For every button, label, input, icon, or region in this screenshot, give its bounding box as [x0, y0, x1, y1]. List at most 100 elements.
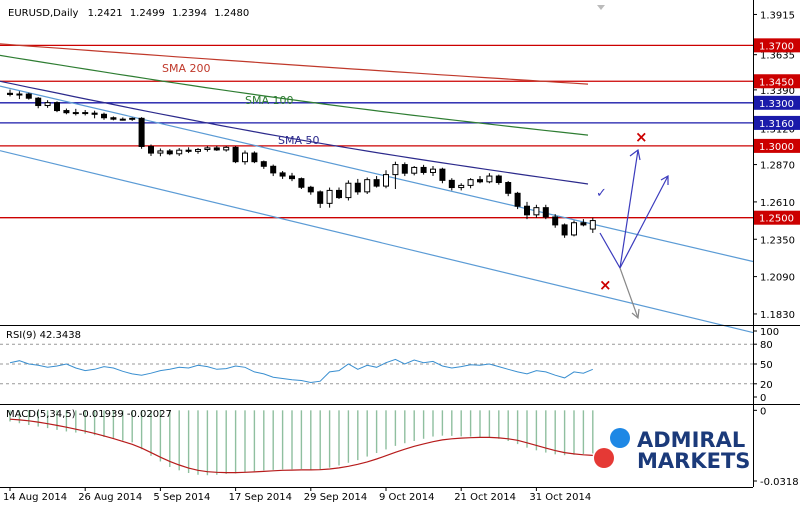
macd-label: MACD(5,34,5) -0.01939 -0.02027: [6, 409, 172, 420]
logo-blue-dot: [610, 428, 630, 448]
time-tick-label: 31 Oct 2014: [529, 492, 591, 503]
candle-bear: [91, 112, 98, 115]
trend-channel: [0, 85, 754, 334]
level-tag: [754, 115, 800, 130]
candle-bull: [72, 112, 79, 115]
level-tag-label: 1.3300: [759, 99, 794, 110]
rsi-ticks: 100 80 50 20 0: [753, 327, 779, 404]
candle-bear: [260, 161, 267, 167]
candle-bear: [524, 205, 530, 216]
bull-arrow-2-head: [660, 174, 669, 185]
price-tick-label: 1.1830: [760, 310, 795, 321]
candle-bear: [317, 191, 324, 204]
candle-bear: [270, 165, 277, 174]
level-tag: [754, 74, 800, 89]
candle-bear: [542, 207, 549, 218]
admiral-markets-logo: ADMIRAL MARKETS: [594, 428, 750, 473]
candle-bear: [82, 112, 89, 115]
candle-bear: [561, 224, 568, 236]
candle-bull: [204, 147, 211, 150]
candle-bear: [35, 97, 42, 107]
candle-bull: [195, 148, 201, 152]
candle-bear: [439, 168, 446, 181]
candle-bear: [185, 149, 192, 152]
price-panel: SMA 200 SMA 100 SMA 50 ✓ × × EURUSD,Daily …: [0, 5, 754, 334]
candle-bear: [289, 175, 295, 180]
price-tick-label: 1.3390: [760, 86, 795, 97]
rsi-label: RSI(9) 42.3438: [6, 330, 81, 341]
candle-bear: [495, 175, 502, 184]
time-tick-label: 9 Oct 2014: [379, 492, 434, 503]
chart-header: EURUSD,Daily 1.2421 1.2499 1.2394 1.2480: [8, 8, 249, 19]
candle-bull: [364, 179, 371, 193]
candle-bull: [392, 164, 399, 176]
rsi-line: [9, 358, 593, 384]
rsi-panel: RSI(9) 42.3438: [0, 325, 800, 385]
candle-bull: [157, 150, 164, 154]
candle-bear: [213, 147, 220, 151]
scroll-marker-icon[interactable]: [597, 5, 605, 10]
candle-bear: [298, 178, 305, 188]
candle-bear: [580, 222, 587, 226]
candle-bear: [448, 179, 455, 189]
bull-arrow-2: [619, 175, 669, 269]
rsi-tick-label: 80: [760, 340, 773, 351]
price-tick-label: 1.2350: [760, 235, 795, 246]
candle-bull: [345, 182, 352, 199]
candle-bull: [571, 222, 577, 236]
candle-bear: [251, 152, 258, 163]
rsi-tick-label: 50: [760, 360, 773, 371]
bear-arrow: [619, 267, 639, 319]
rsi-tick-label: 100: [760, 327, 779, 338]
candle-bear: [420, 166, 427, 173]
candle-bear: [232, 146, 239, 163]
macd-panel: MACD(5,34,5) -0.01939 -0.02027 ADMIRAL M…: [0, 404, 800, 476]
macd-tick-label: 0: [760, 406, 766, 417]
moving-averages: SMA 200 SMA 100 SMA 50: [0, 43, 589, 185]
level-tag: [754, 210, 800, 225]
candle-bull: [458, 184, 465, 189]
candle-bear: [7, 92, 13, 95]
price-tick-label: 1.3120: [760, 125, 795, 136]
logo-red-dot: [594, 448, 614, 468]
candle-bull: [467, 179, 474, 186]
channel-lower-line: [0, 150, 754, 334]
candle-bull: [129, 117, 136, 120]
time-tick-label: 5 Sep 2014: [153, 492, 210, 503]
sma-line: [0, 54, 589, 136]
level-tags: 1.3700 1.3450 1.3300 1.3160 1.3000 1.2500: [754, 38, 800, 225]
time-tick-label: 14 Aug 2014: [3, 492, 67, 503]
candle-bear: [138, 117, 145, 147]
rsi-tick-label: 0: [760, 393, 766, 404]
sma-line: [0, 80, 589, 185]
candle-bear: [552, 216, 559, 226]
candle-bear: [401, 164, 408, 174]
candle-bear: [477, 179, 483, 183]
candle-bear: [354, 182, 361, 193]
candle-bear: [54, 102, 60, 112]
cross-mark-icon-top: ×: [635, 128, 648, 146]
candle-bull: [589, 220, 596, 230]
price-tick-label: 1.3635: [760, 51, 795, 62]
candle-bull: [44, 102, 51, 107]
macd-histogram: [9, 410, 594, 476]
level-tag: [754, 38, 800, 53]
level-tag-label: 1.3450: [759, 77, 794, 88]
logo-line-2: MARKETS: [637, 449, 750, 473]
sma-label: SMA 50: [278, 134, 320, 147]
candle-bear: [148, 145, 154, 154]
candle-bear: [336, 189, 342, 199]
level-tag-label: 1.3000: [759, 142, 794, 153]
channel-upper-line: [0, 85, 754, 263]
candle-bull: [119, 118, 126, 121]
level-tag-label: 1.2500: [759, 214, 794, 225]
time-tick-label: 26 Aug 2014: [78, 492, 142, 503]
rsi-tick-label: 20: [760, 380, 773, 391]
candle-bear: [25, 93, 32, 99]
bear-arrow-head: [631, 308, 640, 320]
check-mark-icon: ✓: [596, 186, 607, 201]
scenario-arrows: ✓ × ×: [596, 128, 669, 320]
candle-bear: [166, 150, 173, 155]
